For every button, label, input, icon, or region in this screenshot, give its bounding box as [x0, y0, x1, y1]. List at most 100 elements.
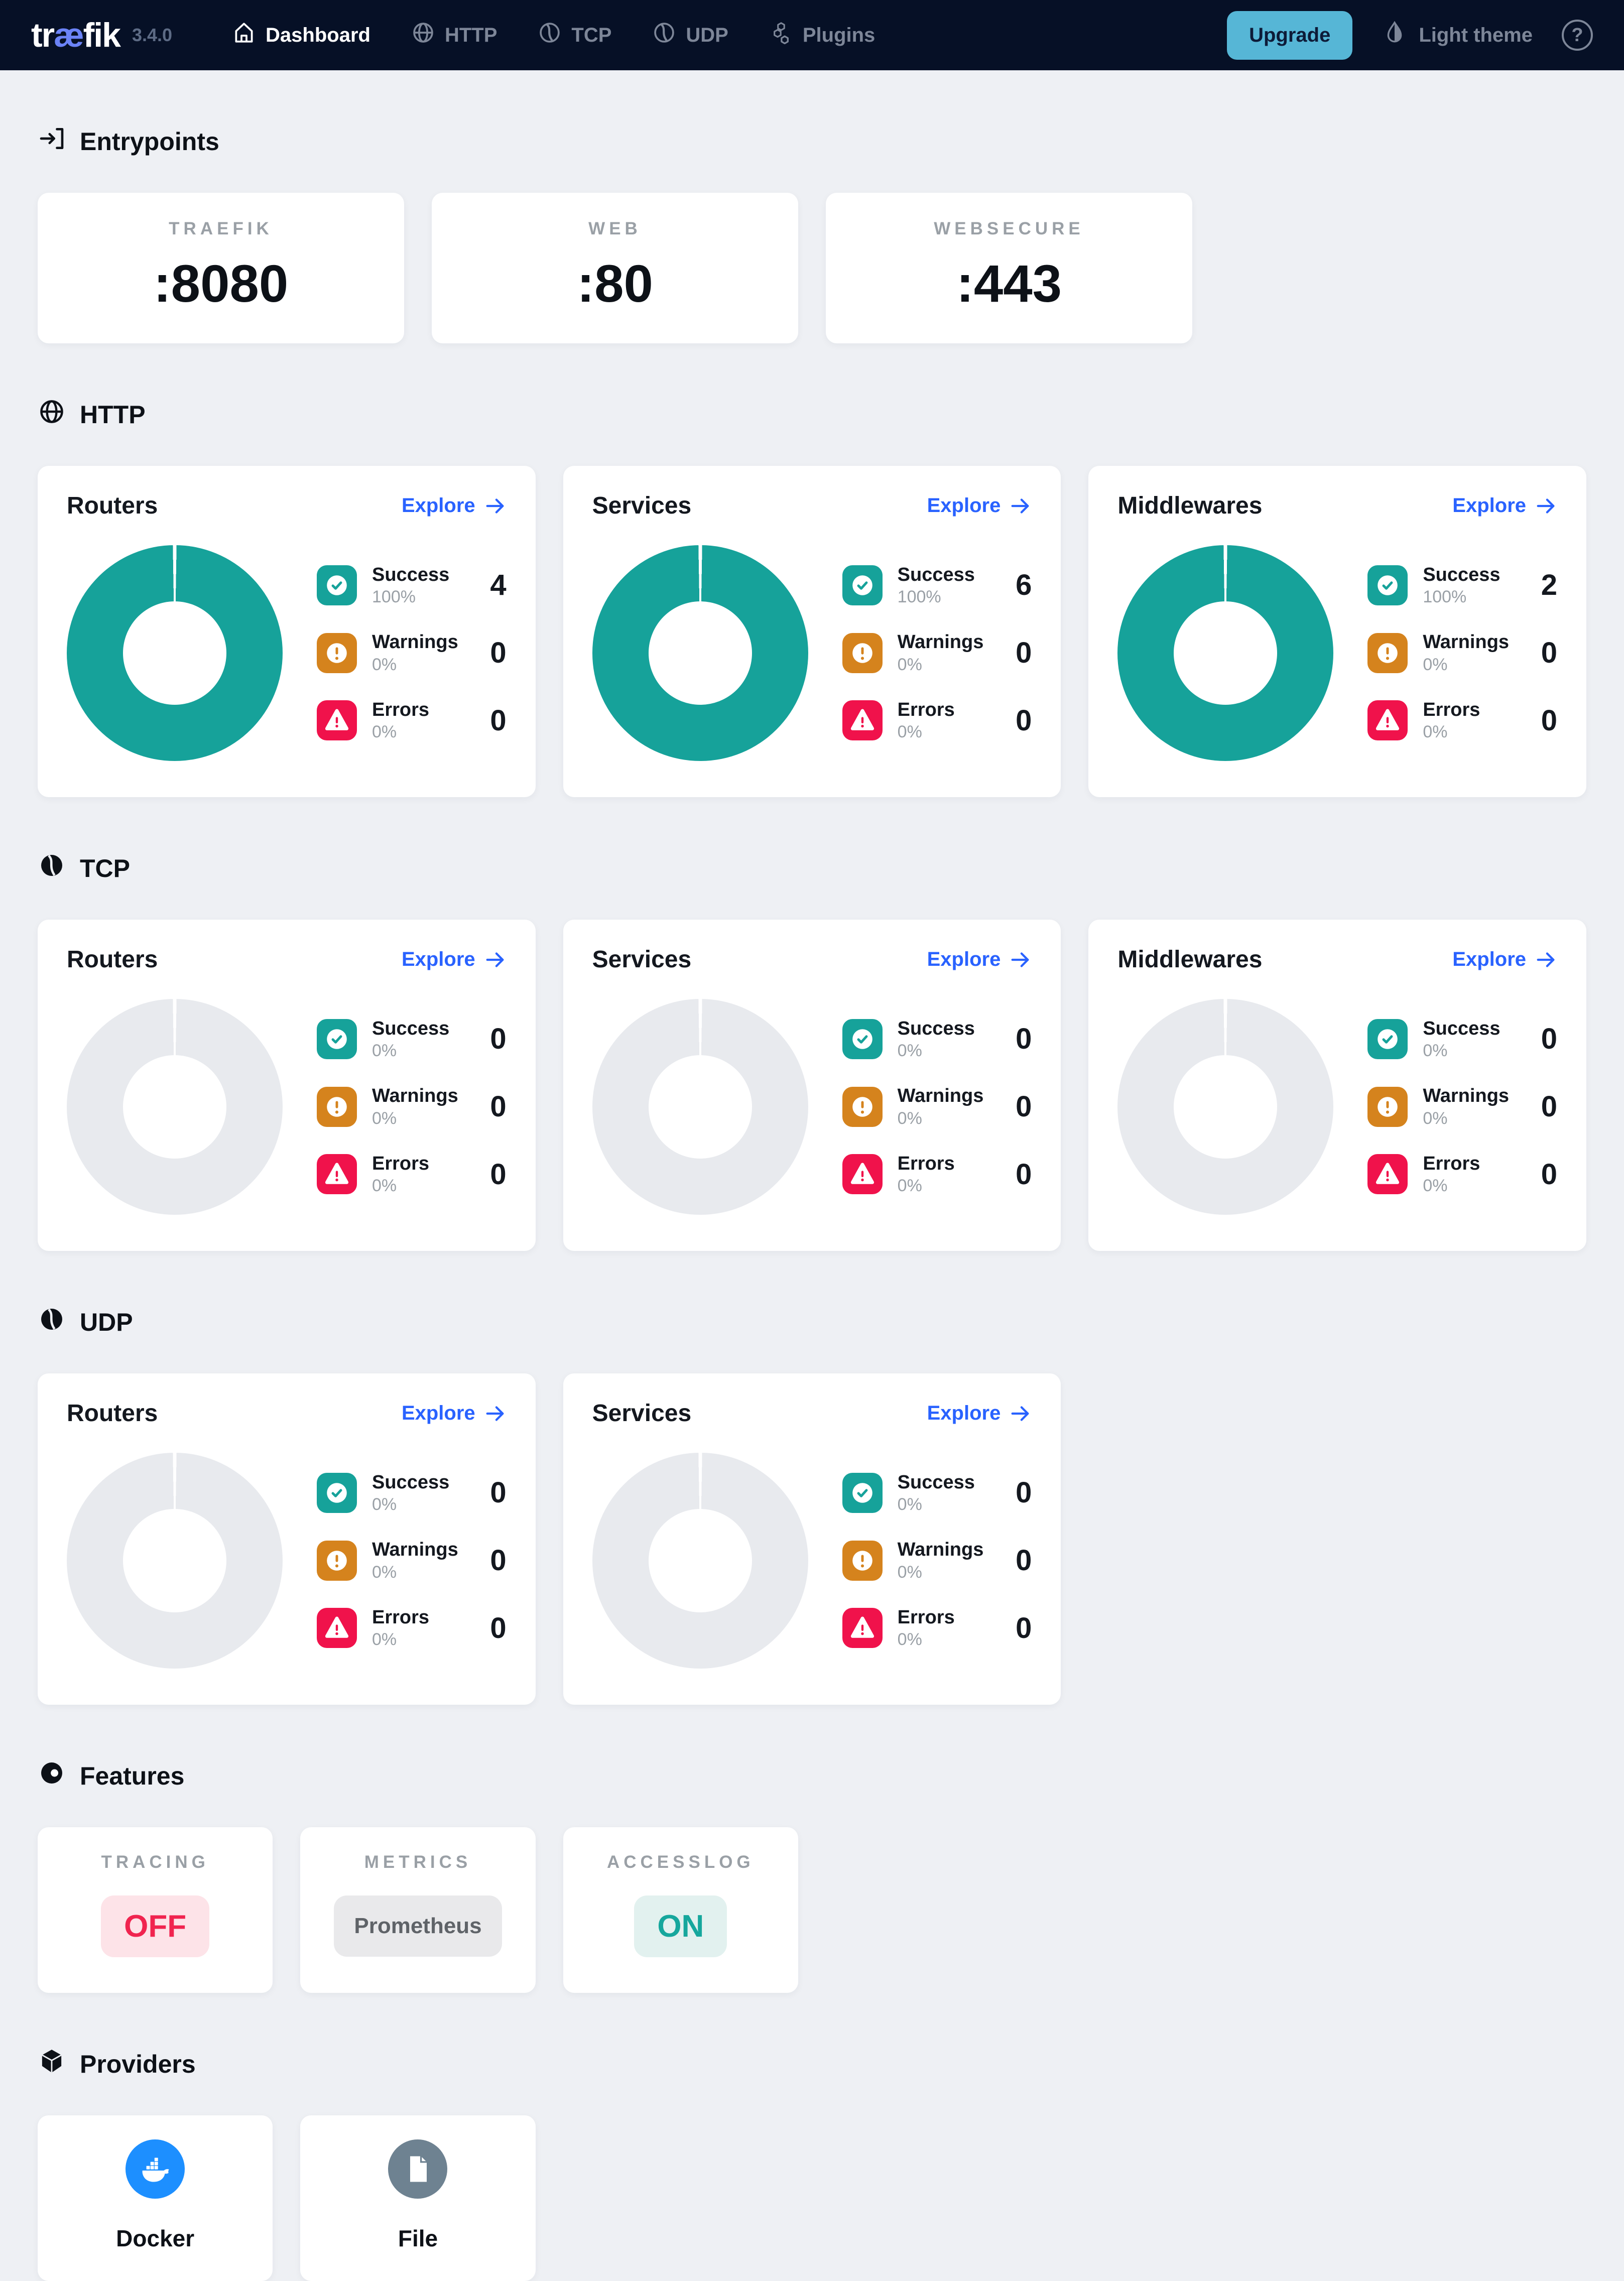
- nav-item-udp[interactable]: UDP: [652, 20, 728, 50]
- success-icon: [842, 1019, 883, 1059]
- error-icon: [842, 1608, 883, 1649]
- udp-grid: Routers Explore Success 0% 0 Warnings 0%: [38, 1373, 1586, 1705]
- nav-item-tcp[interactable]: TCP: [537, 20, 611, 50]
- stat-value: 0: [1016, 637, 1032, 669]
- entrypoint-port: :80: [577, 255, 653, 313]
- theme-toggle[interactable]: Light theme: [1382, 20, 1533, 51]
- explore-link[interactable]: Explore: [927, 494, 1032, 518]
- section-providers: Providers Docker File: [38, 1993, 1586, 2281]
- help-icon[interactable]: ?: [1562, 20, 1593, 51]
- nav-item-plugins[interactable]: Plugins: [769, 20, 875, 50]
- http-services-card: Services Explore Success 100% 6 Warnings: [563, 466, 1061, 797]
- stat-value: 0: [490, 637, 507, 669]
- tcp-routers-card: Routers Explore Success 0% 0 Warnings 0%: [38, 920, 536, 1251]
- stat-success: Success 100% 2: [1367, 564, 1557, 607]
- stat-warnings: Warnings 0% 0: [317, 1085, 507, 1128]
- entrypoint-name: WEBSECURE: [934, 219, 1084, 238]
- donut-chart: [67, 545, 283, 761]
- donut-chart: [592, 998, 808, 1215]
- card-title: Services: [592, 1400, 692, 1427]
- stat-value: 4: [490, 569, 507, 602]
- provider-card-docker: Docker: [38, 2115, 273, 2281]
- udp-routers-card: Routers Explore Success 0% 0 Warnings 0%: [38, 1373, 536, 1705]
- nav-item-label: Dashboard: [266, 24, 370, 46]
- explore-link[interactable]: Explore: [402, 1402, 507, 1425]
- nav-menu: Dashboard HTTP TCP UDP Plugins: [231, 20, 875, 50]
- entrypoint-name: WEB: [588, 219, 642, 238]
- entrypoint-card-traefik: TRAEFIK :8080: [38, 193, 404, 343]
- section-features: Features TRACING OFF METRICS Prometheus …: [38, 1705, 1586, 1993]
- arrow-right-icon: [486, 498, 504, 514]
- explore-link[interactable]: Explore: [927, 1402, 1032, 1425]
- stat-value: 0: [490, 1023, 507, 1056]
- error-icon: [1367, 1154, 1408, 1195]
- providers-title: Providers: [38, 1993, 1586, 2115]
- arrow-right-icon: [486, 1406, 504, 1421]
- nav-item-dashboard[interactable]: Dashboard: [231, 20, 370, 50]
- arrow-right-icon: [1011, 952, 1029, 967]
- success-icon: [1367, 565, 1408, 605]
- stat-errors: Errors 0% 0: [842, 699, 1032, 742]
- stat-errors: Errors 0% 0: [1367, 699, 1557, 742]
- entrypoints-title: Entrypoints: [38, 70, 1586, 193]
- home-icon: [231, 20, 257, 50]
- error-icon: [842, 700, 883, 741]
- provider-card-file: File: [300, 2115, 536, 2281]
- stat-value: 0: [1541, 1158, 1557, 1191]
- explore-link[interactable]: Explore: [927, 948, 1032, 971]
- section-tcp: TCP Routers Explore Success 0% 0: [38, 797, 1586, 1251]
- stat-value: 0: [1016, 1158, 1032, 1191]
- nav-item-http[interactable]: HTTP: [411, 20, 497, 50]
- success-icon: [842, 1472, 883, 1513]
- feature-card-tracing: TRACING OFF: [38, 1827, 273, 1993]
- explore-link[interactable]: Explore: [402, 494, 507, 518]
- stats-list: Success 0% 0 Warnings 0% 0 Errors 0% 0: [1367, 1018, 1557, 1196]
- stats-list: Success 100% 4 Warnings 0% 0 Errors 0% 0: [317, 564, 507, 742]
- donut-chart: [1117, 545, 1334, 761]
- entrypoint-port: :8080: [153, 255, 289, 313]
- stat-success: Success 0% 0: [842, 1018, 1032, 1061]
- pipe-icon: [38, 851, 66, 885]
- warning-icon: [317, 1540, 357, 1581]
- stats-list: Success 100% 2 Warnings 0% 0 Errors 0% 0: [1367, 564, 1557, 742]
- http-routers-card: Routers Explore Success 100% 4 Warnings 0: [38, 466, 536, 797]
- stat-warnings: Warnings 0% 0: [317, 1539, 507, 1582]
- stat-value: 0: [1016, 1476, 1032, 1509]
- http-title: HTTP: [38, 343, 1586, 466]
- pipe-icon: [537, 20, 562, 50]
- error-icon: [317, 1608, 357, 1649]
- success-icon: [317, 565, 357, 605]
- tcp-middlewares-card: Middlewares Explore Success 0% 0 Warning: [1088, 920, 1586, 1251]
- stat-success: Success 0% 0: [1367, 1018, 1557, 1061]
- donut-chart: [592, 545, 808, 761]
- explore-link[interactable]: Explore: [402, 948, 507, 971]
- stat-value: 0: [1016, 704, 1032, 737]
- dashboard-main: Entrypoints TRAEFIK :8080 WEB :80 WEBSEC…: [0, 70, 1624, 2281]
- features-title: Features: [38, 1705, 1586, 1827]
- card-title: Services: [592, 492, 692, 519]
- version-label: 3.4.0: [132, 25, 173, 45]
- stat-errors: Errors 0% 0: [317, 699, 507, 742]
- stats-list: Success 0% 0 Warnings 0% 0 Errors 0% 0: [317, 1471, 507, 1650]
- stat-value: 0: [490, 1476, 507, 1509]
- login-arrow-icon: [38, 124, 66, 159]
- stats-list: Success 0% 0 Warnings 0% 0 Errors 0% 0: [842, 1018, 1032, 1196]
- explore-link[interactable]: Explore: [1452, 948, 1557, 971]
- stat-value: 0: [490, 1158, 507, 1191]
- success-icon: [842, 565, 883, 605]
- warning-icon: [317, 1086, 357, 1127]
- explore-link[interactable]: Explore: [1452, 494, 1557, 518]
- stat-value: 0: [1541, 637, 1557, 669]
- card-title: Routers: [67, 1400, 158, 1427]
- file-icon: [388, 2139, 448, 2199]
- feature-name: ACCESSLOG: [606, 1852, 755, 1872]
- plugins-icon: [769, 20, 794, 50]
- provider-name: Docker: [116, 2225, 195, 2251]
- nav-item-label: HTTP: [444, 24, 497, 46]
- stat-value: 0: [1016, 1023, 1032, 1056]
- stat-value: 0: [490, 1090, 507, 1123]
- cube-icon: [38, 2047, 66, 2081]
- card-title: Services: [592, 946, 692, 973]
- upgrade-button[interactable]: Upgrade: [1227, 11, 1353, 60]
- tcp-title: TCP: [38, 797, 1586, 920]
